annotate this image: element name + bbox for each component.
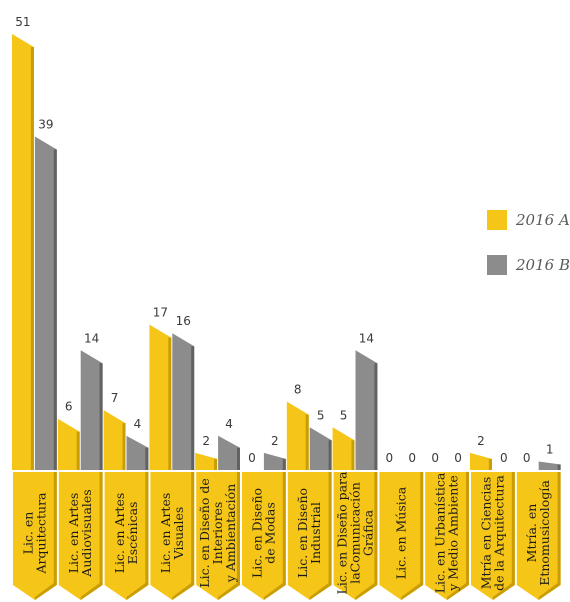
value-label-2016-b-2: 4 xyxy=(134,417,142,431)
bar-2016-b-11 xyxy=(539,461,561,470)
value-label-2016-a-4: 2 xyxy=(202,434,210,448)
bar-shade-2016-b-11 xyxy=(558,464,561,470)
bar-shade-2016-a-3 xyxy=(168,338,171,470)
value-label-2016-a-10: 2 xyxy=(477,434,485,448)
value-label-2016-b-4: 4 xyxy=(225,417,233,431)
value-label-2016-b-10: 0 xyxy=(500,451,508,465)
value-label-2016-b-3: 16 xyxy=(176,314,191,328)
value-label-2016-b-5: 2 xyxy=(271,434,279,448)
legend-label-2016-b: 2016 B xyxy=(515,256,570,274)
bar-shade-2016-b-7 xyxy=(374,363,377,470)
value-label-2016-a-7: 5 xyxy=(340,408,348,422)
legend-label-2016-a: 2016 A xyxy=(515,211,570,229)
bar-shade-2016-a-6 xyxy=(306,415,309,470)
bar-2016-a-7 xyxy=(333,427,355,470)
legend-swatch-2016-b xyxy=(487,255,507,275)
bar-shade-2016-b-5 xyxy=(283,459,286,470)
category-labels-layer: Lic. enArquitectura Lic. en ArtesAudiovis… xyxy=(13,471,561,600)
value-label-2016-b-0: 39 xyxy=(38,118,53,132)
bar-2016-a-6 xyxy=(287,402,309,470)
value-label-2016-a-0: 51 xyxy=(15,15,30,29)
value-label-2016-a-3: 17 xyxy=(153,306,168,320)
value-label-2016-b-8: 0 xyxy=(408,451,416,465)
bar-2016-a-10 xyxy=(470,453,492,470)
value-label-2016-b-6: 5 xyxy=(317,408,325,422)
category-label-10: Mtría en Cienciasde la Arquitectura xyxy=(478,475,506,591)
bar-shade-2016-a-2 xyxy=(123,423,126,470)
value-label-2016-a-9: 0 xyxy=(431,451,439,465)
bar-shade-2016-b-4 xyxy=(237,448,240,470)
bar-shade-2016-b-1 xyxy=(100,363,103,470)
bar-2016-b-2 xyxy=(127,436,149,470)
category-label-2: Lic. en ArtesEscénicas xyxy=(112,493,140,574)
value-label-2016-b-11: 1 xyxy=(546,442,554,456)
bar-2016-a-4 xyxy=(195,453,217,470)
bar-2016-a-3 xyxy=(149,325,171,470)
category-label-9: Lic. en Urbanísticay Medio Ambiente xyxy=(433,472,461,593)
bar-shade-2016-b-0 xyxy=(54,150,57,470)
bar-2016-b-0 xyxy=(35,137,57,470)
bar-2016-b-6 xyxy=(310,427,332,470)
bar-shade-2016-a-7 xyxy=(352,440,355,470)
bar-shade-2016-a-4 xyxy=(214,459,217,470)
bar-2016-b-7 xyxy=(356,350,378,470)
value-label-2016-a-1: 6 xyxy=(65,400,73,414)
category-label-1: Lic. en ArtesAudiovisuales xyxy=(66,489,94,577)
legend-swatch-2016-a xyxy=(487,210,507,230)
value-label-2016-a-11: 0 xyxy=(523,451,531,465)
value-label-2016-b-1: 14 xyxy=(84,331,99,345)
value-label-2016-b-9: 0 xyxy=(454,451,462,465)
bar-shade-2016-a-1 xyxy=(77,432,80,470)
bar-shade-2016-b-2 xyxy=(145,448,148,470)
legend: 2016 A 2016 B xyxy=(487,210,570,275)
bar-2016-b-3 xyxy=(172,333,194,470)
bars-layer xyxy=(12,34,561,470)
value-label-2016-a-2: 7 xyxy=(111,391,119,405)
bar-shade-2016-b-3 xyxy=(191,346,194,470)
value-label-2016-a-6: 8 xyxy=(294,383,302,397)
bar-shade-2016-b-6 xyxy=(329,440,332,470)
bar-2016-a-2 xyxy=(104,410,126,470)
value-label-2016-a-5: 0 xyxy=(248,451,256,465)
bar-2016-a-0 xyxy=(12,34,34,470)
bar-shade-2016-a-10 xyxy=(489,459,492,470)
value-label-2016-b-7: 14 xyxy=(359,331,374,345)
bar-2016-b-1 xyxy=(81,350,103,470)
bar-shade-2016-a-0 xyxy=(31,47,34,470)
value-label-2016-a-8: 0 xyxy=(386,451,394,465)
bar-2016-a-1 xyxy=(58,419,80,470)
bar-2016-b-5 xyxy=(264,453,286,470)
bar-2016-b-4 xyxy=(218,436,240,470)
category-label-8: Lic. en Música xyxy=(393,486,408,579)
